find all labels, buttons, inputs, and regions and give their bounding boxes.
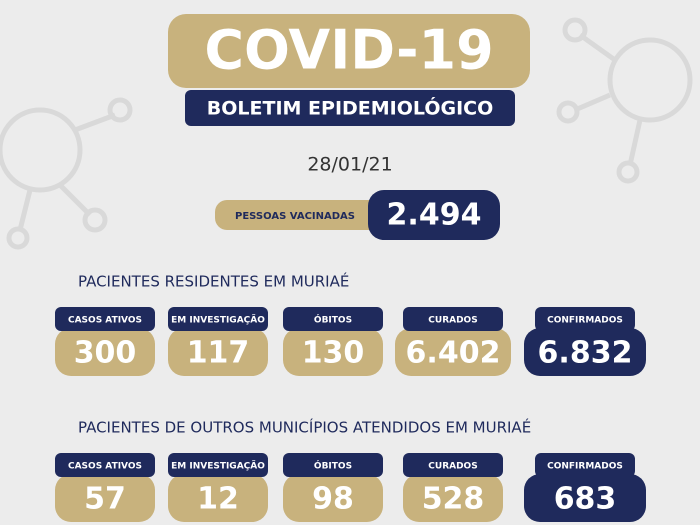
card-label-tab [55,453,155,477]
vaccinated-label: PESSOAS VACINADAS [235,211,355,222]
card-value: 98 [312,482,354,517]
card-label-tab [168,453,268,477]
card-label: EM INVESTIGAÇÃO [171,315,265,326]
card-value-pill [524,328,646,376]
card-label-tab [403,453,503,477]
subtitle: BOLETIM EPIDEMIOLÓGICO [207,96,493,120]
card-value-pill [283,328,383,376]
card-label: CURADOS [428,462,477,472]
card-value-pill [55,328,155,376]
subtitle-bar [185,90,515,126]
virus-decoration [0,17,693,250]
card-label-tab [283,307,383,331]
card-value-pill [168,328,268,376]
card-value: 6.832 [538,336,633,371]
card-label: ÓBITOS [314,314,352,326]
title: COVID-19 [204,19,493,82]
card-label-tab [535,453,635,477]
card-value: 300 [74,336,137,371]
section-title: PACIENTES RESIDENTES EM MURIAÉ [78,272,349,291]
card-label: CONFIRMADOS [547,316,623,326]
card-value-pill [403,474,503,522]
card-value-pill [55,474,155,522]
card-label-tab [55,307,155,331]
card-value-pill [168,474,268,522]
date: 28/01/21 [307,154,392,176]
card-label-tab [535,307,635,331]
card-value-pill [395,328,511,376]
card-value: 6.402 [406,336,501,371]
card-label: ÓBITOS [314,460,352,472]
card-label: CONFIRMADOS [547,462,623,472]
card-label-tab [403,307,503,331]
card-label: CASOS ATIVOS [68,462,142,472]
card-value: 117 [187,336,250,371]
card-value: 130 [302,336,365,371]
card-value: 683 [554,482,617,517]
vaccinated-value-pill [368,190,500,240]
card-value-pill [524,474,646,522]
card-label: CURADOS [428,316,477,326]
title-badge [168,14,530,88]
card-label-tab [168,307,268,331]
card-value: 528 [422,482,485,517]
card-label: EM INVESTIGAÇÃO [171,461,265,472]
card-value: 57 [84,482,126,517]
card-label: CASOS ATIVOS [68,316,142,326]
card-value: 12 [197,482,239,517]
vaccinated-value: 2.494 [387,198,482,233]
section-title: PACIENTES DE OUTROS MUNICÍPIOS ATENDIDOS… [78,418,531,437]
card-value-pill [283,474,383,522]
card-label-tab [283,453,383,477]
vaccinated-label-pill [215,200,385,230]
